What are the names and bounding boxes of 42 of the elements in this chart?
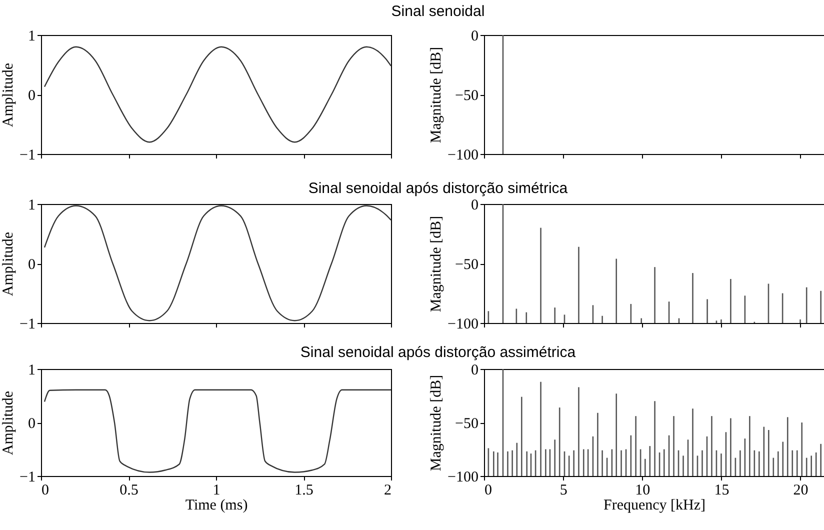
y-tick-label: −100 <box>448 148 478 164</box>
line-series <box>44 46 392 143</box>
text: Sinal senoidal após distorção assimétrica <box>299 344 577 361</box>
line-series <box>44 389 392 473</box>
x-tick-label: 10 <box>635 482 650 498</box>
x-tick-label: 0 <box>42 482 49 498</box>
y-tick-label: −100 <box>448 470 478 486</box>
y-tick-label: −50 <box>455 257 478 273</box>
x-axis-title: Time (ms) <box>185 498 248 514</box>
y-tick-label: 1 <box>28 198 36 214</box>
x-tick-label: 1 <box>212 482 220 498</box>
y-tick-label: −50 <box>455 416 478 432</box>
x-tick-label: 20 <box>793 482 808 498</box>
x-tick-label: 0 <box>484 482 492 498</box>
y-tick-label: 0 <box>471 198 478 214</box>
y-tick-label: −1 <box>20 148 36 164</box>
y-axis-title: Amplitude <box>0 62 17 128</box>
y-tick-label: 1 <box>28 362 36 378</box>
y-tick-label: 0 <box>28 88 36 104</box>
x-tick-label: 15 <box>714 482 730 498</box>
y-tick-label: 0 <box>471 28 478 44</box>
y-tick-label: 1 <box>28 28 36 44</box>
y-tick-label: −100 <box>448 316 478 332</box>
text: Sinal senoidal após distorção simétrica <box>307 180 569 197</box>
text: Sinal senoidal <box>390 3 486 20</box>
y-tick-label: 0 <box>28 416 36 432</box>
x-tick-label: 0.5 <box>120 482 138 498</box>
y-tick-label: −50 <box>455 88 478 104</box>
y-axis-title: Magnitude [dB] <box>428 46 445 144</box>
x-tick-label: 2 <box>384 482 392 498</box>
x-tick-label: 1.5 <box>294 482 314 498</box>
y-tick-label: −1 <box>20 470 36 486</box>
x-axis-title: Frequency [kHz] <box>603 498 706 514</box>
line-series <box>44 205 392 322</box>
y-tick-label: 0 <box>28 257 36 273</box>
y-axis-title: Magnitude [dB] <box>428 216 445 312</box>
y-tick-label: −1 <box>20 316 36 332</box>
y-tick-label: 0 <box>471 362 478 378</box>
y-axis-title: Magnitude [dB] <box>428 374 445 472</box>
y-axis-title: Amplitude <box>0 390 17 456</box>
y-axis-title: Amplitude <box>0 232 17 296</box>
x-tick-label: 5 <box>560 482 568 498</box>
